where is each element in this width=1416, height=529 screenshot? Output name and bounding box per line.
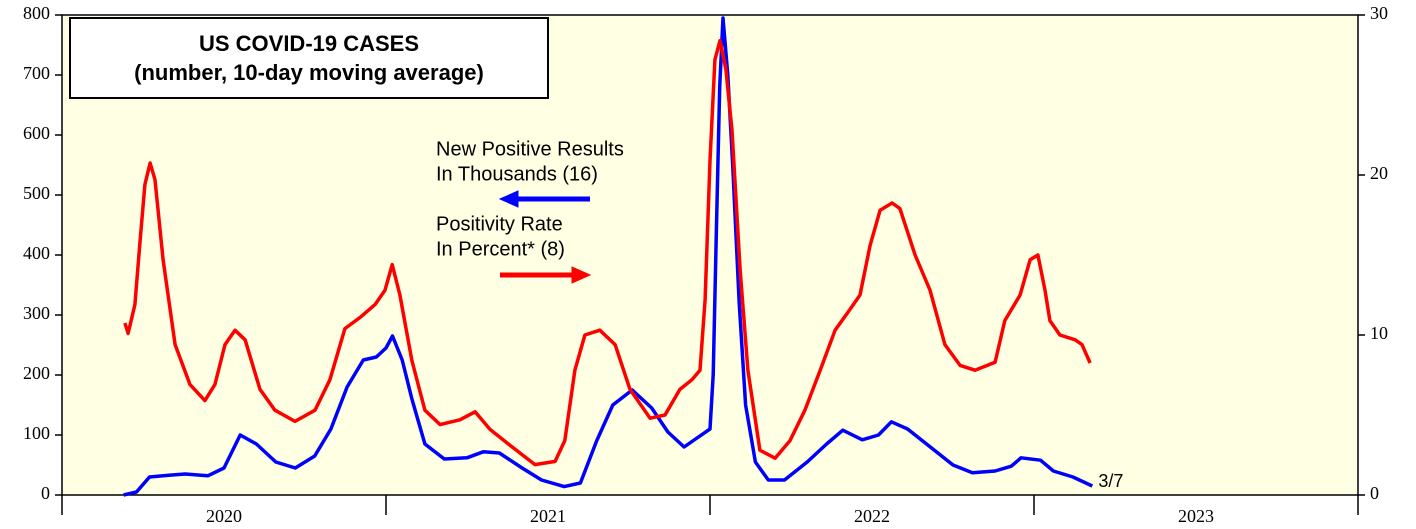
- chart-title: US COVID-19 CASES: [199, 31, 419, 56]
- x-tick-label: 2021: [530, 506, 566, 526]
- marks: 3/7: [123, 16, 1123, 497]
- legend-text: Positivity Rate: [436, 213, 563, 235]
- y2-tick-label: 10: [1370, 323, 1388, 343]
- end-label: 3/7: [1098, 471, 1123, 491]
- y-tick-label: 500: [23, 183, 50, 203]
- y-tick-label: 800: [23, 3, 50, 23]
- x-tick-label: 2020: [206, 506, 242, 526]
- series-line: [123, 16, 1094, 497]
- x-tick-label: 2023: [1178, 506, 1214, 526]
- y-tick-label: 300: [23, 303, 50, 323]
- legend-arrow-head: [571, 266, 592, 284]
- y-tick-label: 0: [41, 483, 50, 503]
- title-box: [69, 17, 549, 99]
- legend-text: In Percent* (8): [436, 238, 565, 260]
- y-tick-label: 600: [23, 123, 50, 143]
- x-tick-label: 2022: [854, 506, 890, 526]
- legend-arrow-head: [498, 190, 519, 208]
- chart-subtitle: (number, 10-day moving average): [134, 60, 484, 85]
- y2-tick-label: 20: [1370, 163, 1388, 183]
- legend-text: New Positive Results: [436, 138, 624, 160]
- y-tick-label: 200: [23, 363, 50, 383]
- y2-tick-label: 30: [1370, 3, 1388, 23]
- y-tick-label: 700: [23, 63, 50, 83]
- y-tick-label: 100: [23, 423, 50, 443]
- legend-text: In Thousands (16): [436, 163, 598, 185]
- series-line: [123, 38, 1092, 467]
- y2-tick-label: 0: [1370, 483, 1379, 503]
- y-tick-label: 400: [23, 243, 50, 263]
